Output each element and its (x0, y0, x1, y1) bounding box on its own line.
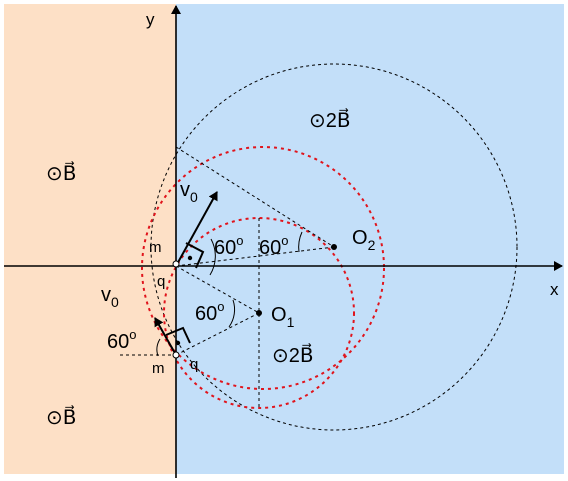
field-label-right-mid: ⊙2B⃗ (272, 342, 314, 367)
field-label-left-bottom: ⊙B⃗ (46, 404, 76, 429)
x-axis-label: x (550, 280, 559, 299)
v0-label-upper: v0 (180, 179, 198, 205)
angle-arc-lower (156, 338, 161, 357)
angle-label-lower: 60o (107, 327, 136, 353)
left-field-region (4, 4, 176, 474)
center-o1-label: O1 (271, 304, 295, 330)
velocity-vector-lower (154, 317, 177, 356)
right-field-region (176, 4, 564, 474)
mass-label-lower: m (152, 360, 165, 377)
angle-arc-origin (209, 238, 216, 276)
angle-label-o2: 60o (259, 233, 288, 259)
angle-label-o1: 60o (195, 299, 224, 325)
velocity-vector-upper (175, 191, 218, 267)
field-label-left-top: ⊙B⃗ (46, 160, 76, 185)
right-angle-dot-lower (175, 340, 181, 346)
mass-label-upper: m (149, 239, 162, 256)
center-o1-point (256, 310, 262, 316)
field-label-right-top: ⊙2B⃗ (309, 107, 351, 132)
radius-line-upper-to-o2 (175, 146, 335, 248)
radius-line-origin-to-o2 (175, 246, 335, 267)
right-angle-dot-upper (187, 255, 193, 261)
charge-label-lower: q (190, 356, 198, 373)
particle-lower (172, 351, 180, 359)
right-angle-marker-icon (185, 242, 205, 269)
right-angle-marker-icon (165, 326, 191, 344)
v0-label-lower: v0 (101, 284, 119, 310)
y-axis-label: y (146, 10, 155, 29)
center-o2-point (331, 244, 337, 250)
particle-upper (172, 260, 180, 268)
angle-arc-o2 (298, 231, 303, 253)
radius-line-origin-to-o1 (175, 265, 260, 314)
center-o2-label: O2 (352, 227, 376, 253)
charge-label-upper: q (157, 273, 165, 290)
angle-label-origin: 60o (214, 233, 243, 259)
red-orbit-circle-o1 (163, 217, 355, 409)
large-orbit-circle (150, 63, 518, 431)
angle-arc-o1 (228, 299, 236, 328)
red-orbit-circle-left (141, 146, 385, 390)
